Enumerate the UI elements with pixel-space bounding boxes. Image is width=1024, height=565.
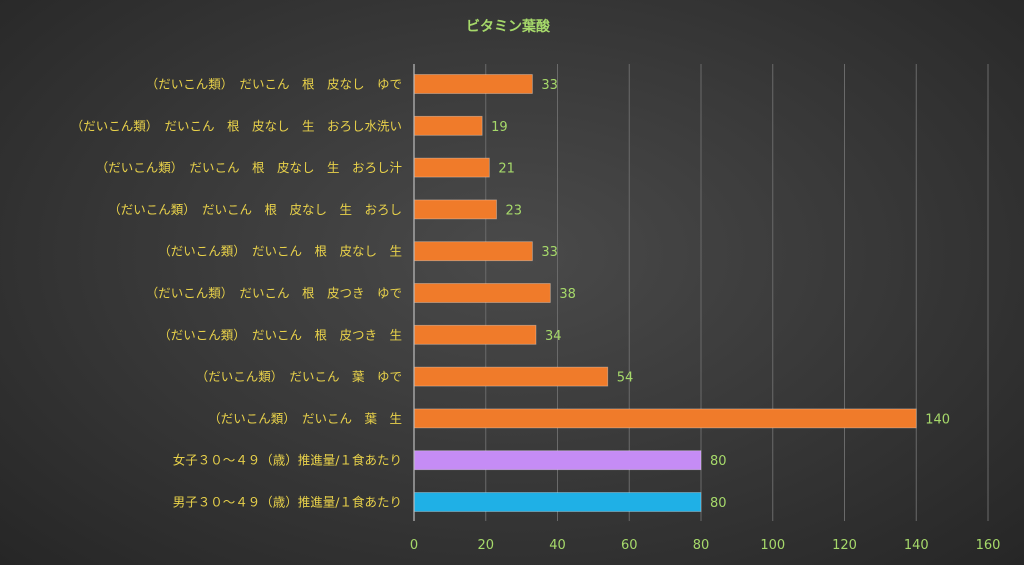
- data-label: 33: [541, 78, 558, 93]
- x-tick-label: 100: [760, 538, 785, 553]
- category-label: （だいこん類） だいこん 根 皮なし 生 おろし水洗い: [71, 118, 402, 133]
- bar: [413, 492, 702, 512]
- data-label: 38: [559, 287, 576, 302]
- x-tick-label: 60: [621, 538, 638, 553]
- bar: [413, 199, 497, 220]
- category-label: （だいこん類） だいこん 根 皮なし ゆで: [146, 77, 402, 92]
- category-labels: （だいこん類） だいこん 根 皮なし ゆで （だいこん類） だいこん 根 皮なし …: [71, 77, 403, 510]
- x-tick-label: 0: [410, 538, 418, 553]
- category-label: （だいこん類） だいこん 葉 生: [208, 411, 402, 426]
- bars: [413, 74, 917, 512]
- x-tick-label: 160: [976, 538, 1001, 553]
- category-label: （だいこん類） だいこん 根 皮つき ゆで: [146, 286, 402, 301]
- data-labels: 33 19 21 23 33 38 34 54 140 80 80: [491, 78, 950, 511]
- category-label: （だいこん類） だいこん 根 皮なし 生 おろし: [108, 202, 402, 217]
- bar: [413, 283, 551, 303]
- data-label: 19: [491, 120, 508, 135]
- x-tick-label: 120: [832, 538, 857, 553]
- chart-title: ビタミン葉酸: [466, 18, 551, 35]
- category-label: （だいこん類） だいこん 根 皮なし 生: [158, 244, 402, 259]
- bar: [413, 74, 533, 94]
- bar: [413, 366, 609, 387]
- category-label: 女子３０～４９（歳）推進量/１食あたり: [173, 453, 402, 468]
- gridlines: [485, 64, 989, 521]
- data-label: 33: [541, 245, 558, 260]
- bar: [413, 157, 490, 178]
- bar: [413, 324, 537, 345]
- bar: [413, 450, 702, 471]
- data-label: 54: [617, 371, 634, 386]
- bar: [413, 408, 917, 429]
- data-label: 23: [506, 203, 523, 218]
- data-label: 80: [710, 496, 727, 511]
- x-tick-label: 140: [904, 538, 929, 553]
- data-label: 21: [498, 162, 515, 177]
- category-label: （だいこん類） だいこん 根 皮つき 生: [158, 327, 402, 342]
- data-label: 80: [710, 454, 727, 469]
- category-label: （だいこん類） だいこん 根 皮なし 生 おろし汁: [96, 160, 403, 175]
- bar: [413, 241, 533, 262]
- x-tick-label: 20: [477, 538, 494, 553]
- x-axis-ticks: 0 20 40 60 80 100 120 140 160: [410, 538, 1001, 553]
- data-label: 34: [545, 329, 562, 344]
- category-label: （だいこん類） だいこん 葉 ゆで: [196, 369, 402, 384]
- data-label: 140: [925, 412, 950, 427]
- bar: [413, 115, 483, 136]
- x-tick-label: 40: [549, 538, 566, 553]
- x-tick-label: 80: [693, 538, 710, 553]
- category-label: 男子３０～４９（歳）推進量/１食あたり: [173, 495, 402, 510]
